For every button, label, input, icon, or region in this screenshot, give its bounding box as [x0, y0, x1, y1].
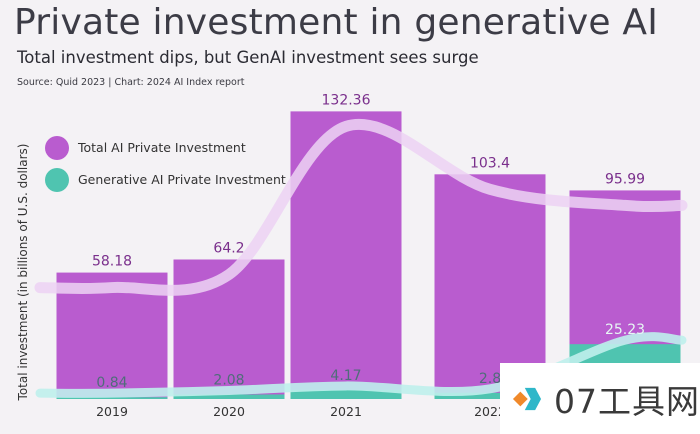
x-tick-label-2022: 2022 — [474, 404, 506, 419]
data-label-total-2020: 64.2 — [213, 240, 244, 256]
data-label-genai-2021: 4.17 — [330, 368, 361, 384]
chart-source: Source: Quid 2023 | Chart: 2024 AI Index… — [17, 77, 245, 88]
bar-genai-2019 — [56, 397, 168, 399]
watermark: 07工具网 — [500, 363, 700, 434]
bar-total-2022 — [434, 174, 546, 399]
legend-swatch-0 — [45, 136, 69, 160]
bar-genai-2022 — [434, 392, 546, 399]
x-tick-label-2021: 2021 — [330, 404, 362, 419]
bar-total-2020 — [173, 259, 285, 399]
trend-line-genai — [35, 332, 687, 398]
data-label-genai-2023: 25.23 — [605, 322, 645, 338]
y-axis-label: Total investment (in billions of U.S. do… — [16, 144, 30, 402]
data-label-genai-2022: 2.8 — [479, 371, 501, 387]
data-label-total-2023: 95.99 — [605, 171, 645, 187]
legend-swatch-1 — [45, 168, 69, 192]
x-tick-label-2019: 2019 — [96, 404, 128, 419]
data-label-total-2021: 132.36 — [322, 92, 371, 108]
data-label-total-2022: 103.4 — [470, 155, 510, 171]
bar-genai-2020 — [173, 394, 285, 399]
chart-subtitle: Total investment dips, but GenAI investm… — [17, 48, 479, 67]
x-tick-label-2020: 2020 — [213, 404, 245, 419]
legend-label-1: Generative AI Private Investment — [78, 172, 286, 187]
chart-title: Private investment in generative AI — [14, 2, 659, 43]
data-label-genai-2020: 2.08 — [213, 372, 244, 388]
data-label-genai-2019: 0.84 — [96, 375, 127, 391]
data-label-total-2019: 58.18 — [92, 254, 132, 270]
legend-label-0: Total AI Private Investment — [77, 140, 246, 155]
bar-genai-2021 — [290, 389, 402, 399]
watermark-text: 07工具网 — [554, 381, 700, 421]
trend-line-total — [34, 118, 688, 296]
watermark-logo-icon — [512, 387, 542, 410]
